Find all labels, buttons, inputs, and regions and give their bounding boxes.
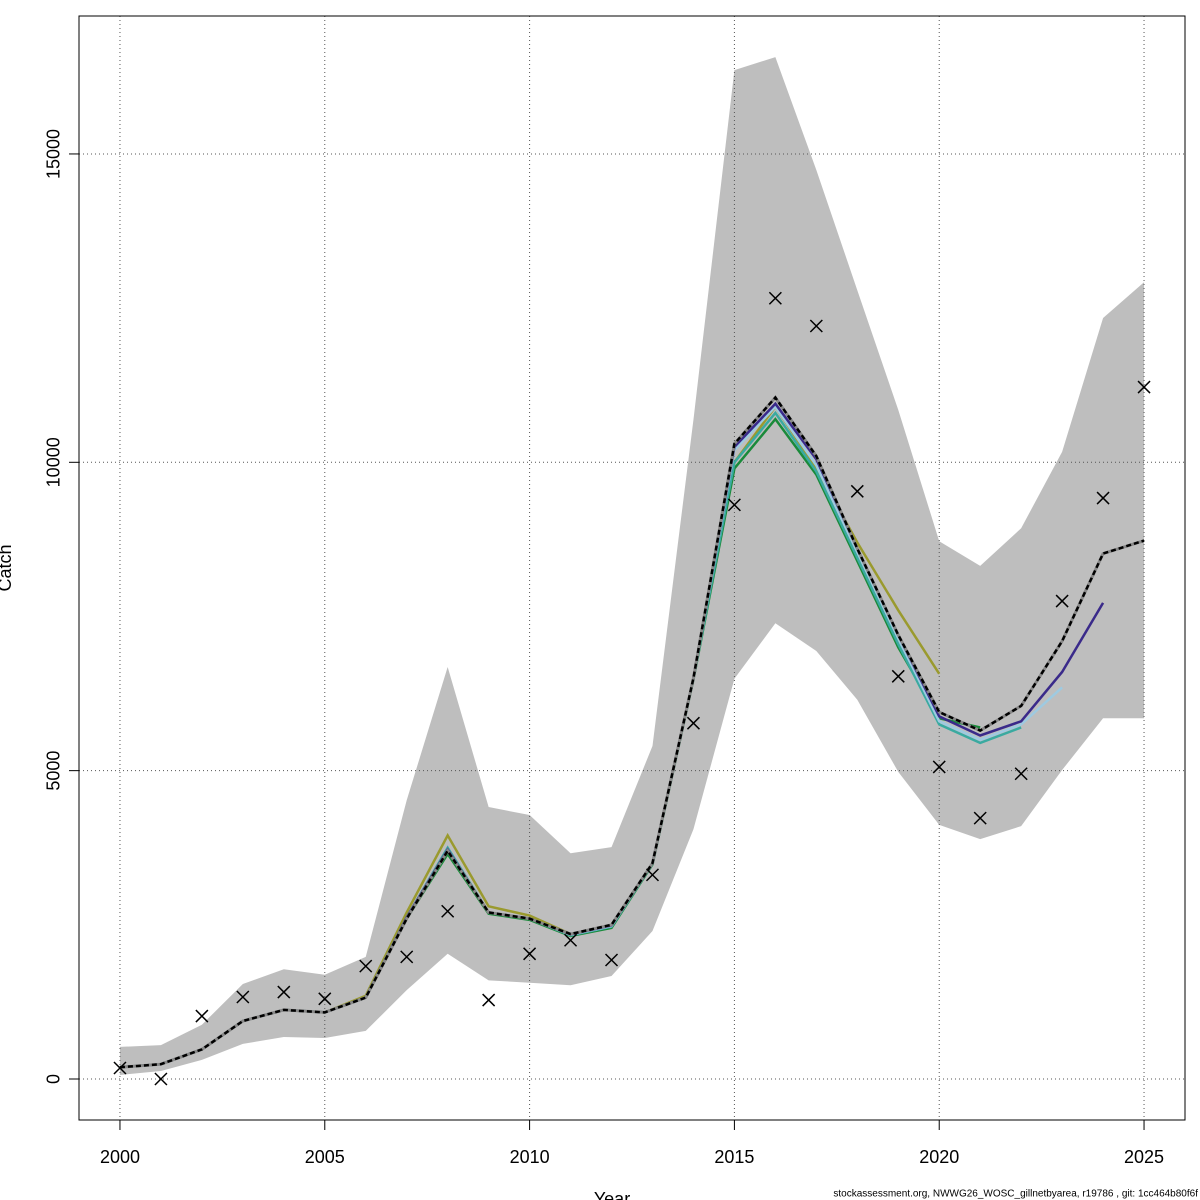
observation-point xyxy=(482,993,496,1007)
observation-point xyxy=(604,953,619,967)
series-line xyxy=(119,395,1145,1069)
observation-point xyxy=(1055,594,1069,608)
observation-point xyxy=(277,985,291,999)
observation-point xyxy=(1014,767,1028,781)
observation-point xyxy=(891,669,905,683)
x-tick-label: 2020 xyxy=(919,1147,959,1167)
plot-frame xyxy=(78,15,1186,1121)
y-tick-label: 5000 xyxy=(44,751,64,791)
observation-point xyxy=(850,484,864,498)
x-tick-label: 2015 xyxy=(714,1147,754,1167)
observation-point xyxy=(113,1061,127,1075)
observation-point xyxy=(727,498,741,512)
observation-point xyxy=(1096,491,1110,505)
x-tick-label: 2000 xyxy=(100,1147,140,1167)
footer: stockassessment.org, NWWG26_WOSC_gillnet… xyxy=(833,1189,1198,1200)
x-tick-label: 2025 xyxy=(1124,1147,1164,1167)
observation-point xyxy=(359,959,373,973)
y-tick-label: 0 xyxy=(44,1074,64,1084)
observation-point xyxy=(441,904,455,918)
observation-point xyxy=(809,319,823,333)
x-tick-label: 2005 xyxy=(305,1147,345,1167)
observation-point xyxy=(523,947,537,961)
observation-point xyxy=(768,291,782,305)
observation-point xyxy=(154,1072,168,1086)
observation-point xyxy=(318,992,332,1006)
y-axis-label: Catch xyxy=(0,544,15,591)
confidence-band xyxy=(119,57,1145,1075)
x-tick-label: 2010 xyxy=(510,1147,550,1167)
observation-point xyxy=(1137,380,1151,394)
y-tick-label: 15000 xyxy=(44,129,64,179)
observation-point xyxy=(932,760,946,774)
observation-point xyxy=(686,716,700,730)
observation-point xyxy=(195,1009,209,1023)
observation-point xyxy=(236,990,250,1004)
x-axis-label: Year xyxy=(594,1189,630,1200)
observation-point xyxy=(973,811,987,825)
observation-point xyxy=(564,933,578,947)
y-tick-label: 10000 xyxy=(44,437,64,487)
observation-point xyxy=(645,868,660,882)
observation-point xyxy=(400,950,414,964)
